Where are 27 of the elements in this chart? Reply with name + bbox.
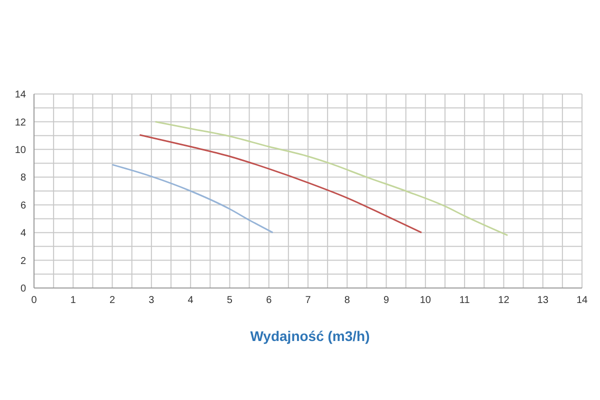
line-series <box>138 134 422 234</box>
x-tick-label: 6 <box>266 295 272 306</box>
x-axis-title: Wydajność (m3/h) <box>249 328 371 344</box>
y-tick-label: 14 <box>14 90 26 101</box>
y-tick-label: 12 <box>14 117 26 128</box>
y-tick-label: 8 <box>20 172 26 184</box>
y-tick-label: 4 <box>20 228 26 240</box>
y-tick-label: 6 <box>20 200 26 212</box>
x-tick-label: 13 <box>537 295 549 306</box>
x-tick-label: 12 <box>498 295 510 306</box>
x-tick-label: 2 <box>110 295 116 306</box>
x-tick-label: 0 <box>31 295 38 306</box>
x-tick-label: 14 <box>576 295 588 306</box>
y-tick-label: 10 <box>14 144 26 156</box>
line-series <box>154 120 508 236</box>
x-tick-label: 11 <box>459 295 470 306</box>
y-tick-label: 0 <box>20 284 26 295</box>
y-tick-label: 2 <box>20 256 26 267</box>
x-tick-label: 3 <box>148 295 155 306</box>
x-tick-label: 5 <box>226 295 233 306</box>
x-tick-label: 4 <box>188 295 194 306</box>
x-tick-label: 8 <box>344 295 350 306</box>
x-tick-label: 9 <box>384 295 390 306</box>
line-series <box>112 164 274 234</box>
x-tick-label: 10 <box>420 295 432 306</box>
x-tick-label: 7 <box>305 295 312 306</box>
x-tick-label: 1 <box>70 295 76 306</box>
